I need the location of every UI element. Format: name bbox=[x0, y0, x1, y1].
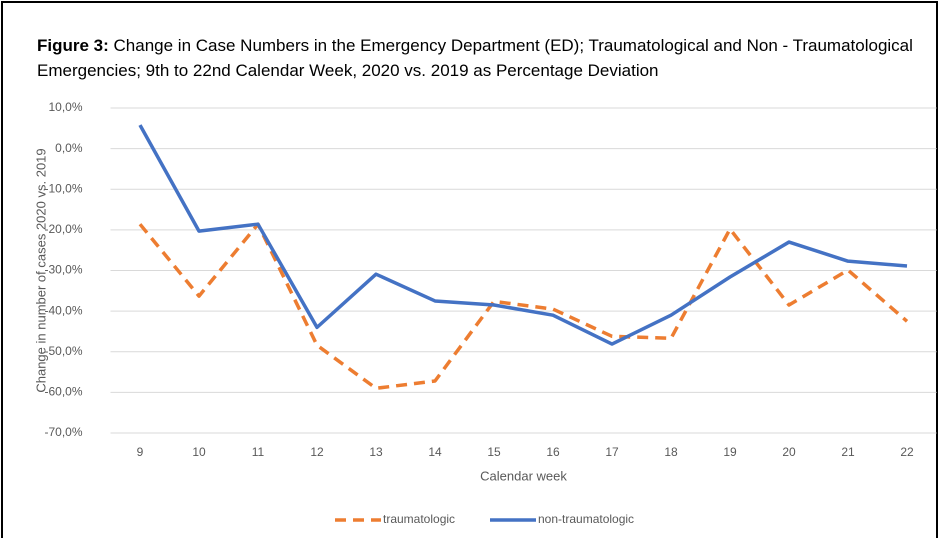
y-tick-label: -40,0% bbox=[44, 303, 82, 317]
x-tick-label: 21 bbox=[841, 445, 855, 459]
y-tick-label: 10,0% bbox=[48, 100, 82, 114]
x-tick-label: 10 bbox=[192, 445, 206, 459]
x-tick-label: 18 bbox=[664, 445, 678, 459]
y-axis-label: Change in number of cases 2020 vs. 2019 bbox=[33, 148, 48, 392]
x-tick-label: 14 bbox=[428, 445, 442, 459]
title-label: Figure 3: bbox=[37, 36, 109, 55]
y-tick-label: -50,0% bbox=[44, 344, 82, 358]
x-tick-label: 13 bbox=[369, 445, 383, 459]
y-tick-label: -20,0% bbox=[44, 222, 82, 236]
legend-label: non-traumatologic bbox=[538, 512, 634, 526]
x-tick-label: 17 bbox=[605, 445, 619, 459]
y-tick-label: -30,0% bbox=[44, 263, 82, 277]
x-tick-label: 22 bbox=[900, 445, 914, 459]
y-tick-label: -60,0% bbox=[44, 385, 82, 399]
chart-title: Figure 3: Change in Case Numbers in the … bbox=[37, 33, 917, 83]
y-tick-label: -10,0% bbox=[44, 181, 82, 195]
x-tick-label: 11 bbox=[252, 445, 265, 459]
x-tick-label: 20 bbox=[782, 445, 796, 459]
y-tick-label: -70,0% bbox=[44, 425, 82, 439]
x-tick-label: 9 bbox=[137, 445, 144, 459]
x-axis-label: Calendar week bbox=[480, 468, 567, 483]
line bbox=[138, 222, 909, 391]
x-tick-label: 16 bbox=[546, 445, 560, 459]
legend-label: traumatologic bbox=[383, 512, 455, 526]
y-tick-label: 0,0% bbox=[55, 141, 83, 155]
x-tick-label: 19 bbox=[723, 445, 737, 459]
line bbox=[138, 124, 908, 346]
title-text: Change in Case Numbers in the Emergency … bbox=[37, 36, 913, 80]
x-tick-label: 15 bbox=[487, 445, 501, 459]
x-tick-label: 12 bbox=[310, 445, 324, 459]
